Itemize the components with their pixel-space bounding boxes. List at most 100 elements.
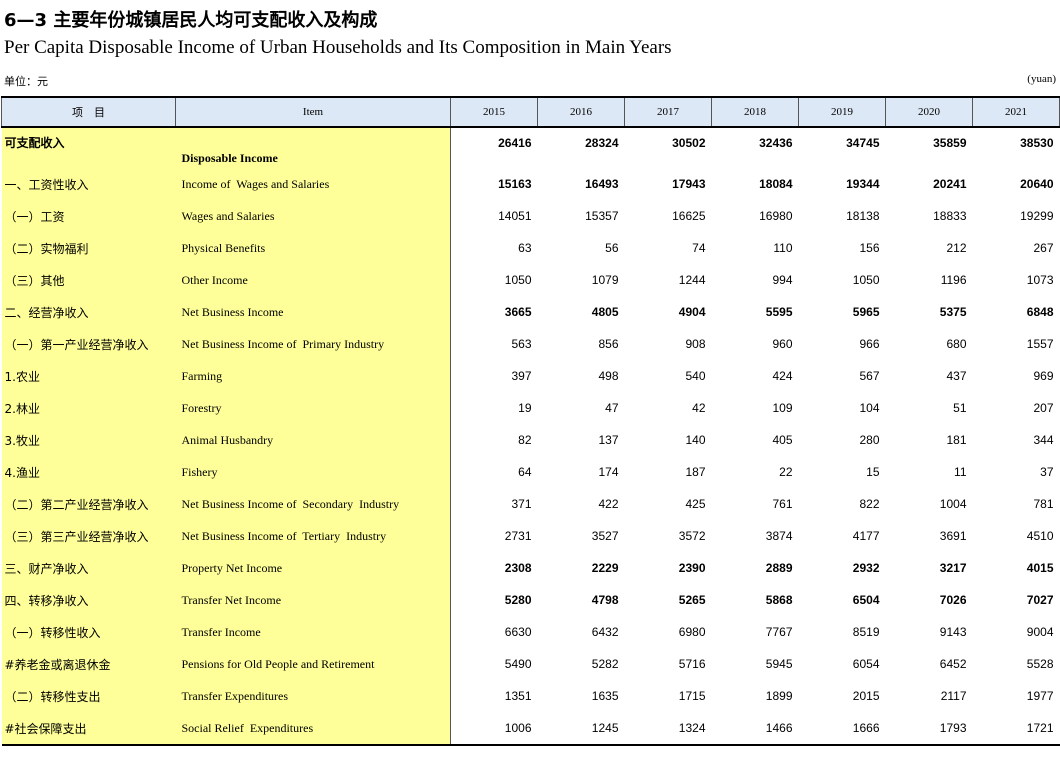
cell: 3874	[765, 529, 793, 543]
row: #养老金或离退休金 Pensions for Old People and Ret…	[1, 648, 1060, 680]
cell: 1899	[765, 689, 793, 703]
column-header: 2016	[537, 96, 625, 128]
cell: 47	[605, 401, 619, 415]
row-label-cn: 1.农业	[1, 360, 176, 392]
cell: 4510	[1026, 529, 1054, 543]
cell: 109	[772, 401, 793, 415]
column-header: Item	[175, 96, 451, 128]
row: （二）实物福利 Physical Benefits 63 56 74 110 156 212 2…	[1, 232, 1060, 264]
row-label-en: Transfer Income	[175, 616, 451, 648]
cell: 280	[859, 433, 880, 447]
cell: 137	[598, 433, 619, 447]
cell: 1006	[504, 721, 532, 735]
row-label-en: Transfer Expenditures	[175, 680, 451, 712]
cell: 7027	[1026, 593, 1054, 607]
unit: 单位：元	[4, 75, 48, 88]
cell: 344	[1033, 433, 1054, 447]
cell: 1721	[1026, 721, 1054, 735]
cell: 1004	[939, 497, 967, 511]
row: （一）工资 Wages and Salaries 14051 15357 16625 16…	[1, 200, 1060, 232]
row: 二、经营净收入 Net Business Income 3665 4805 4904 55…	[1, 296, 1060, 328]
cell: 1666	[852, 721, 880, 735]
row-label-cn: 可支配收入	[1, 127, 176, 168]
row-label-cn: （一）工资	[1, 200, 176, 232]
cell: 3691	[939, 529, 967, 543]
cell: 5375	[939, 305, 967, 319]
cell: 567	[859, 369, 880, 383]
cell: 19299	[1020, 209, 1054, 223]
cell: 437	[946, 369, 967, 383]
cell: 18138	[846, 209, 880, 223]
row-label-cn: 三、财产净收入	[1, 552, 176, 584]
row-label-cn: （一）第一产业经营净收入	[1, 328, 176, 360]
subtitle: Per Capita Disposable Income of Urban Ho…	[4, 37, 672, 58]
row-label-cn: 二、经营净收入	[1, 296, 176, 328]
cell: 20640	[1020, 177, 1054, 191]
cell: 5868	[765, 593, 793, 607]
cell: 35859	[933, 136, 967, 150]
row-label-cn: #社会保障支出	[1, 712, 176, 745]
row-label-cn: 四、转移净收入	[1, 584, 176, 616]
row-label-en: Net Business Income	[175, 296, 451, 328]
cell: 856	[598, 337, 619, 351]
cell: 5595	[765, 305, 793, 319]
cell: 1073	[1026, 273, 1054, 287]
row-label-cn: （二）实物福利	[1, 232, 176, 264]
cell: 140	[685, 433, 706, 447]
header-row: 项 目 Item 2015 2016 2017 2018 2019 2020 2021	[1, 96, 1060, 128]
cell: 4904	[678, 305, 706, 319]
cell: 2229	[591, 561, 619, 575]
cell: 9004	[1026, 625, 1054, 639]
cell: 6504	[852, 593, 880, 607]
cell: 34745	[846, 136, 880, 150]
row-label-cn: （三）其他	[1, 264, 176, 296]
column-header: 项 目	[1, 96, 176, 128]
cell: 7026	[939, 593, 967, 607]
cell: 908	[685, 337, 706, 351]
cell: 6054	[852, 657, 880, 671]
cell: 9143	[939, 625, 967, 639]
row: （三）其他 Other Income 1050 1079 1244 994 1050 1196…	[1, 264, 1060, 296]
cell: 422	[598, 497, 619, 511]
row-label-en: Fishery	[175, 456, 451, 488]
cell: 2117	[940, 689, 967, 703]
cell: 1351	[504, 689, 532, 703]
row: （二）转移性支出 Transfer Expenditures 1351 1635 171…	[1, 680, 1060, 712]
cell: 56	[605, 241, 619, 255]
cell: 6980	[678, 625, 706, 639]
cell: 30502	[672, 136, 706, 150]
cell: 424	[772, 369, 793, 383]
cell: 16980	[759, 209, 793, 223]
row-label-cn: #养老金或离退休金	[1, 648, 176, 680]
row-label-en: Farming	[175, 360, 451, 392]
cell: 212	[946, 241, 967, 255]
cell: 32436	[759, 136, 793, 150]
cell: 2390	[678, 561, 706, 575]
row-label-en: Pensions for Old People and Retirement	[175, 648, 451, 680]
row: 1.农业 Farming 397 498 540 424 567 437 969	[1, 360, 1060, 392]
cell: 82	[518, 433, 532, 447]
cell: 1244	[678, 273, 706, 287]
row: 2.林业 Forestry 19 47 42 109 104 51 207	[1, 392, 1060, 424]
row-label-cn: （三）第三产业经营净收入	[1, 520, 176, 552]
row: （一）转移性收入 Transfer Income 6630 6432 6980 7767 8…	[1, 616, 1060, 648]
cell: 18833	[933, 209, 967, 223]
cell: 540	[685, 369, 706, 383]
cell: 969	[1033, 369, 1054, 383]
table-body: 可支配收入 Disposable Income 26416 28324 30502 324…	[1, 127, 1060, 745]
column-header: 2018	[711, 96, 799, 128]
cell: 6630	[504, 625, 532, 639]
cell: 4177	[852, 529, 880, 543]
cell: 1050	[852, 273, 880, 287]
row-label-cn: 2.林业	[1, 392, 176, 424]
cell: 19	[518, 401, 532, 415]
cell: 371	[511, 497, 532, 511]
cell: 405	[772, 433, 793, 447]
cell: 16625	[672, 209, 706, 223]
cell: 207	[1033, 401, 1054, 415]
table: 项 目 Item 2015 2016 2017 2018 2019 2020 2021 可支配收…	[1, 96, 1060, 746]
row-label-cn: （二）第二产业经营净收入	[1, 488, 176, 520]
cell: 15357	[585, 209, 619, 223]
unit: (yuan)	[1027, 73, 1056, 85]
